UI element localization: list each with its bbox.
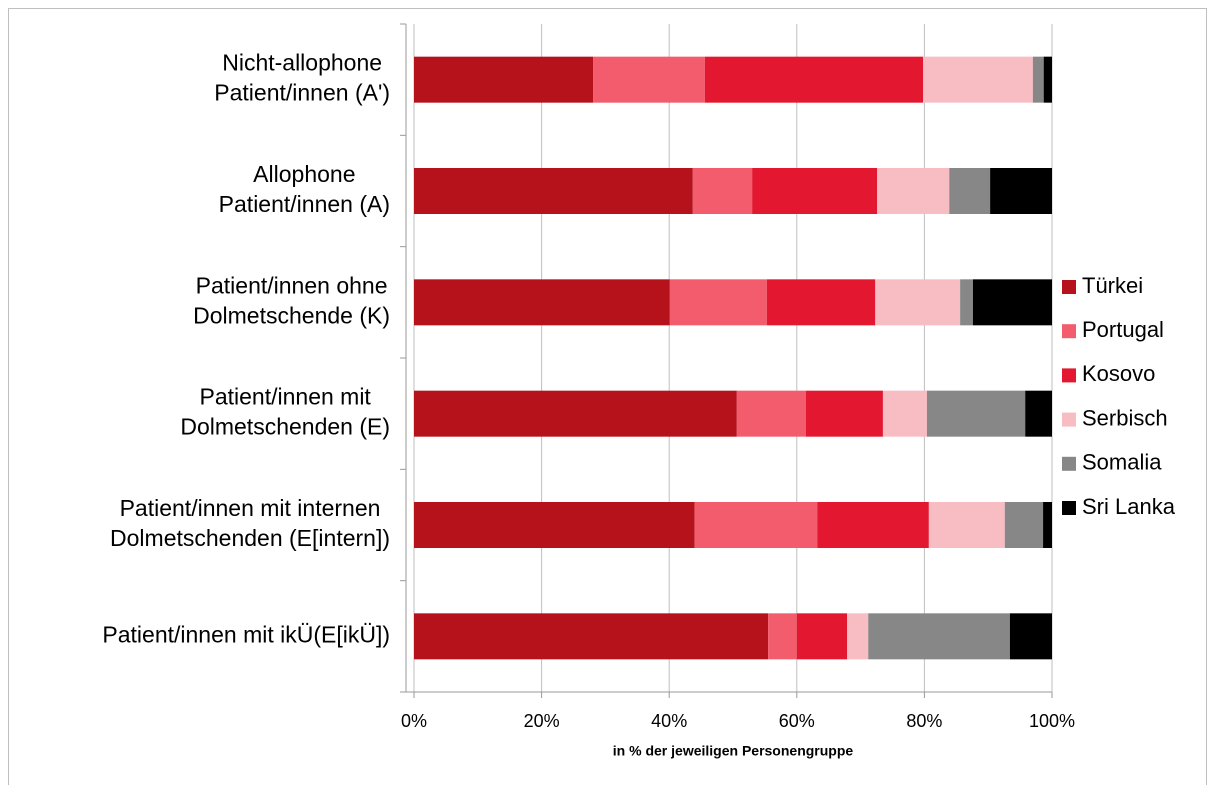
bar-segment — [1043, 56, 1052, 103]
y-tick-label: Patient/innen mit — [200, 384, 372, 410]
bar-segment — [990, 168, 1052, 214]
bar-segment — [414, 168, 693, 214]
x-tick-label: 0% — [401, 711, 427, 731]
bar-segment — [692, 168, 753, 214]
bar-segment — [704, 56, 924, 103]
y-tick-label: Dolmetschenden (E[intern]) — [110, 525, 390, 551]
legend-label: Serbisch — [1082, 405, 1168, 430]
bar-segment — [949, 168, 991, 214]
bar-segment — [1043, 502, 1052, 548]
bar-segment — [593, 56, 705, 103]
legend-label: Sri Lanka — [1082, 494, 1176, 519]
bar-segment — [752, 168, 878, 214]
x-tick-label: 20% — [524, 711, 560, 731]
bar-segment — [923, 56, 1033, 103]
legend-swatch — [1062, 280, 1076, 294]
bar-segment — [877, 168, 950, 214]
bar-segment — [972, 279, 1052, 326]
bar-segment — [817, 502, 929, 548]
bar-segment — [736, 390, 806, 437]
y-tick-label: Patient/innen ohne — [196, 272, 388, 298]
y-tick-label: Nicht-allophone — [222, 50, 382, 76]
y-tick-label: Patient/innen mit internen — [120, 495, 381, 521]
y-tick-label: Patient/innen mit ikÜ(E[ikÜ]) — [102, 621, 390, 647]
bar-segment — [414, 502, 695, 548]
x-axis-label: in % der jeweiligen Personengruppe — [613, 743, 854, 759]
y-tick-label: Patient/innen (A') — [214, 80, 390, 106]
chart-frame — [8, 8, 1207, 785]
bar-segment — [805, 390, 883, 437]
bar-segment — [694, 502, 818, 548]
y-tick-label: Patient/innen (A) — [219, 191, 390, 217]
bar-segment — [766, 279, 876, 326]
bar-segment — [882, 390, 927, 437]
bar-segment — [1004, 502, 1044, 548]
bar-segment — [960, 279, 973, 326]
bar-segment — [414, 279, 670, 326]
bar-segment — [868, 613, 1010, 660]
bar-segment — [669, 279, 767, 326]
bar-segment — [928, 502, 1005, 548]
legend-label: Kosovo — [1082, 361, 1155, 386]
bar-segment — [926, 390, 1026, 437]
bar-segment — [847, 613, 869, 660]
legend-swatch — [1062, 368, 1076, 383]
legend-swatch — [1062, 501, 1076, 515]
bar-segment — [875, 279, 961, 326]
legend-swatch — [1062, 324, 1076, 339]
legend-swatch — [1062, 456, 1076, 471]
legend-swatch — [1062, 412, 1076, 427]
y-tick-label: Allophone — [253, 161, 355, 187]
x-tick-label: 40% — [651, 711, 687, 731]
bar-segment — [1032, 56, 1044, 103]
bar-segment — [1025, 390, 1052, 437]
x-tick-label: 100% — [1029, 711, 1075, 731]
bar-segment — [768, 613, 797, 660]
bar-segment — [1009, 613, 1052, 660]
x-tick-label: 60% — [779, 711, 815, 731]
y-tick-label: Dolmetschende (K) — [193, 302, 390, 328]
legend-label: Somalia — [1082, 450, 1162, 475]
legend-label: Portugal — [1082, 317, 1164, 342]
bar-segment — [414, 390, 737, 437]
legend-label: Türkei — [1082, 273, 1143, 298]
bar-segment — [414, 613, 769, 660]
x-tick-label: 80% — [906, 711, 942, 731]
bar-segment — [414, 56, 594, 103]
y-tick-label: Dolmetschenden (E) — [180, 414, 390, 440]
bar-segment — [796, 613, 848, 660]
